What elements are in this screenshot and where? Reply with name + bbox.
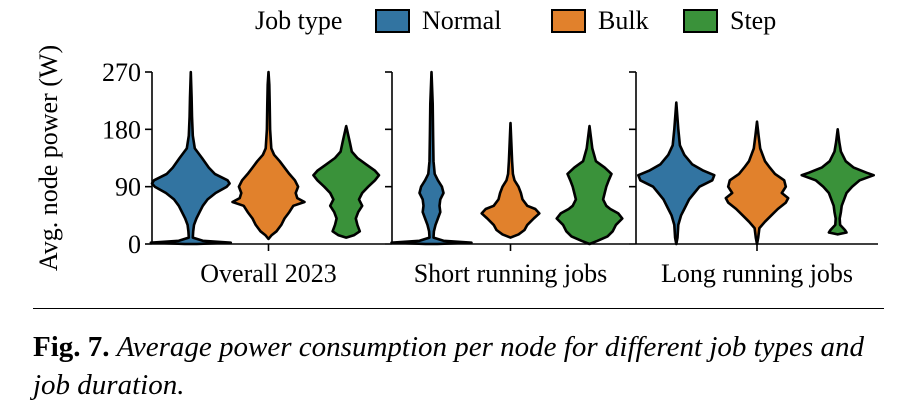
panel-overall-2023: 0 90 180 270 Overall 2023 bbox=[102, 58, 385, 288]
caption-text: Average power consumption per node for d… bbox=[33, 331, 864, 401]
violin-long-running-jobs-normal bbox=[637, 101, 716, 246]
x-tick-label-overall-2023: Overall 2023 bbox=[200, 259, 336, 288]
legend-label-step: Step bbox=[730, 6, 776, 35]
figure-caption: Fig. 7. Average power consumption per no… bbox=[33, 328, 893, 404]
caption-label: Fig. 7. bbox=[33, 331, 110, 363]
violin-overall-2023-normal bbox=[149, 70, 233, 246]
violin-short-running-jobs-bulk bbox=[480, 121, 541, 239]
legend: Job type Normal Bulk Step bbox=[255, 6, 776, 35]
x-tick-label-long-running-jobs: Long running jobs bbox=[661, 259, 853, 288]
legend-swatch-step bbox=[683, 9, 718, 33]
x-tick-label-short-running-jobs: Short running jobs bbox=[414, 259, 608, 288]
violin-long-running-jobs-step bbox=[800, 128, 875, 236]
violin-long-running-jobs-bulk bbox=[724, 120, 790, 246]
caption-divider bbox=[33, 308, 884, 309]
violin-chart: Job type Normal Bulk Step Avg. node power (… bbox=[34, 6, 878, 288]
legend-label-bulk: Bulk bbox=[598, 6, 649, 35]
y-tick-label-90: 90 bbox=[115, 173, 141, 202]
legend-title: Job type bbox=[255, 6, 342, 35]
violin-overall-2023-step bbox=[312, 124, 381, 239]
legend-swatch-normal bbox=[375, 9, 410, 33]
chart-panels: 0 90 180 270 Overall 2023 Short running jobs L… bbox=[102, 58, 878, 288]
y-tick-label-270: 270 bbox=[102, 58, 141, 87]
y-axis-label: Avg. node power (W) bbox=[34, 45, 63, 271]
panel-short-running-jobs: Short running jobs bbox=[385, 70, 629, 288]
violin-short-running-jobs-normal bbox=[390, 70, 473, 246]
y-tick-label-180: 180 bbox=[102, 115, 141, 144]
legend-label-normal: Normal bbox=[422, 6, 501, 35]
violin-overall-2023-bulk bbox=[231, 70, 306, 241]
legend-swatch-bulk bbox=[551, 9, 586, 33]
violin-short-running-jobs-step bbox=[555, 124, 624, 246]
panel-long-running-jobs: Long running jobs bbox=[629, 71, 878, 288]
y-tick-label-0: 0 bbox=[128, 230, 141, 259]
